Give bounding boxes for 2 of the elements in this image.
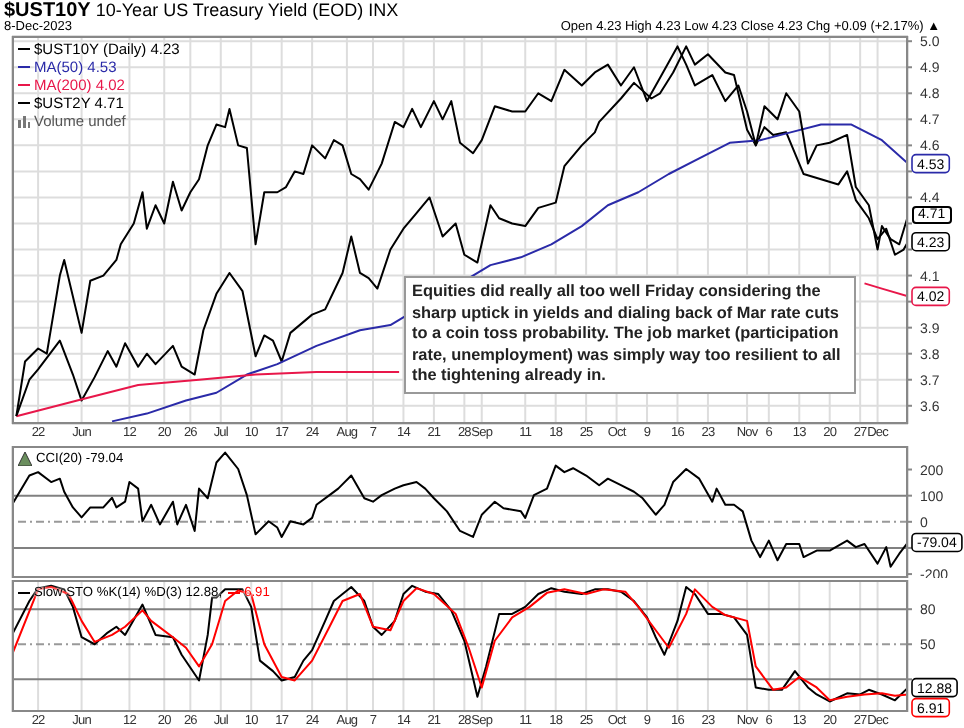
annotation: Equities did really all too well Friday considering the sharp uptick in yields and dialing back of Mar rate cuts to a coin toss probability. The job market (participation rate, unemployment) was simply way too resilient to all the tightening already in.	[404, 276, 856, 393]
chart-title: $UST10Y 10-Year US Treasury Yield (EOD) INX	[4, 0, 399, 22]
